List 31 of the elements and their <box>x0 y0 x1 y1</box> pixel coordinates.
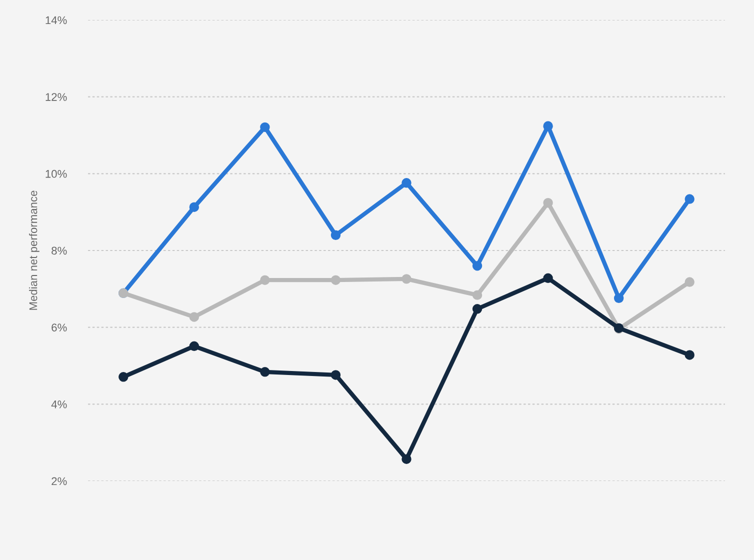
point <box>330 370 341 380</box>
point <box>260 275 270 285</box>
point <box>189 312 200 322</box>
point <box>543 273 553 284</box>
point <box>684 350 694 360</box>
y-tick-label: 4% <box>51 400 67 408</box>
y-tick-label: 14% <box>46 16 67 24</box>
point <box>402 178 412 188</box>
y-axis-title: Median net performance <box>29 190 40 310</box>
point <box>402 454 412 464</box>
point <box>260 122 270 132</box>
y-tick-label: 6% <box>52 324 67 332</box>
y-tick-label: 8% <box>52 246 67 255</box>
point <box>472 290 482 300</box>
point <box>118 372 128 382</box>
y-tick-label: 10% <box>46 170 67 178</box>
point <box>330 230 341 240</box>
point <box>543 121 553 131</box>
point <box>472 261 482 271</box>
point <box>614 293 624 303</box>
point <box>189 202 200 212</box>
point <box>402 274 412 284</box>
y-tick-label: 12% <box>46 93 67 101</box>
point <box>684 194 694 204</box>
point <box>684 277 694 287</box>
y-tick-label: 2% <box>52 477 67 486</box>
point <box>260 367 270 377</box>
point <box>543 198 553 208</box>
point <box>472 304 482 314</box>
point <box>189 341 200 352</box>
point <box>330 275 341 285</box>
